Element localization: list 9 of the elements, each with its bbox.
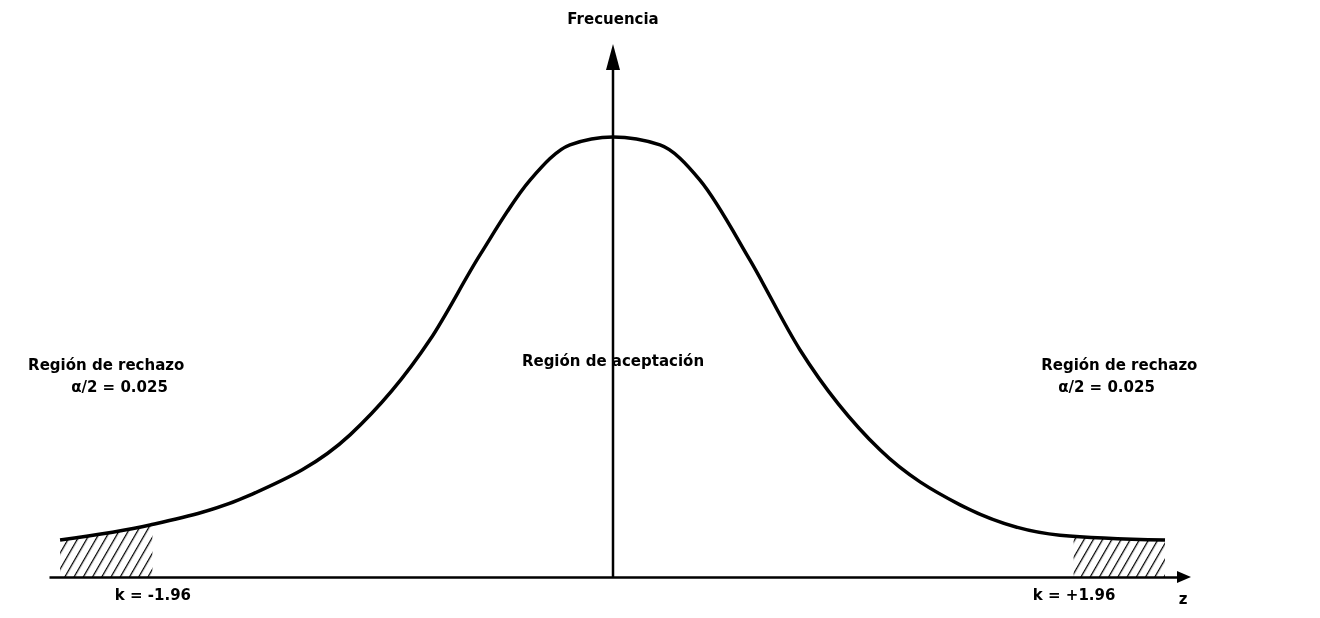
text: Frecuencia <box>567 10 659 28</box>
band-label: Región de rechazo <box>28 356 185 375</box>
annotation: α/2 = 0.025 <box>71 378 168 397</box>
annotation: Región de aceptación <box>521 351 705 370</box>
x-axis-title: z <box>1178 590 1188 608</box>
x-tick-label: k = -1.96 <box>114 585 192 604</box>
annotation: α/2 = 0.025 <box>1058 378 1155 397</box>
x-tick-label: k = +1.96 <box>1032 585 1116 604</box>
band-label: Región de rechazo <box>1041 356 1198 375</box>
